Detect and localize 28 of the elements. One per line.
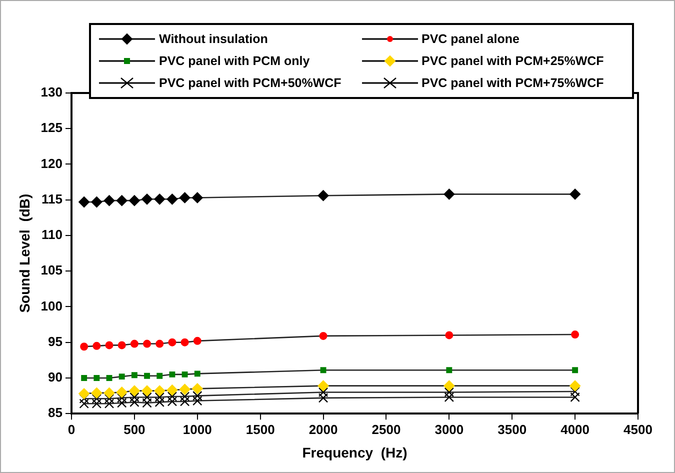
y-tick-label: 110 <box>42 227 62 242</box>
y-axis-title: Sound Level (dB) <box>16 194 32 313</box>
x-tick-label: 1000 <box>182 422 212 437</box>
x-tick-label: 2500 <box>372 422 401 437</box>
x-tick-label: 500 <box>124 422 146 437</box>
y-tick-label: 125 <box>40 120 62 136</box>
y-tick-label: 85 <box>48 405 62 420</box>
x-tick-label: 4000 <box>560 422 590 437</box>
y-tick-label: 130 <box>40 84 62 100</box>
y-tick-label: 100 <box>40 298 62 314</box>
legend-label: Without insulation <box>159 32 268 46</box>
y-tick-label: 105 <box>40 262 62 278</box>
x-tick-label: 2000 <box>308 422 338 437</box>
legend-label: PVC panel alone <box>422 32 520 46</box>
x-tick-label: 0 <box>68 422 76 437</box>
x-axis-title: Frequency (Hz) <box>302 444 408 460</box>
y-tick-label: 90 <box>48 370 62 385</box>
legend-label: PVC panel with PCM+50%WCF <box>159 76 342 90</box>
x-tick-label: 3500 <box>498 422 527 437</box>
legend-label: PVC panel with PCM+75%WCF <box>422 76 604 90</box>
y-tick-label: 115 <box>42 191 62 206</box>
x-tick-label: 4500 <box>624 422 652 437</box>
x-tick-label: 3000 <box>434 422 464 437</box>
legend-label: PVC panel with PCM+25%WCF <box>422 54 604 68</box>
y-tick-label: 120 <box>40 156 62 171</box>
legend-label: PVC panel with PCM only <box>159 54 310 68</box>
x-tick-label: 1500 <box>246 422 275 437</box>
y-tick-label: 95 <box>48 334 62 349</box>
